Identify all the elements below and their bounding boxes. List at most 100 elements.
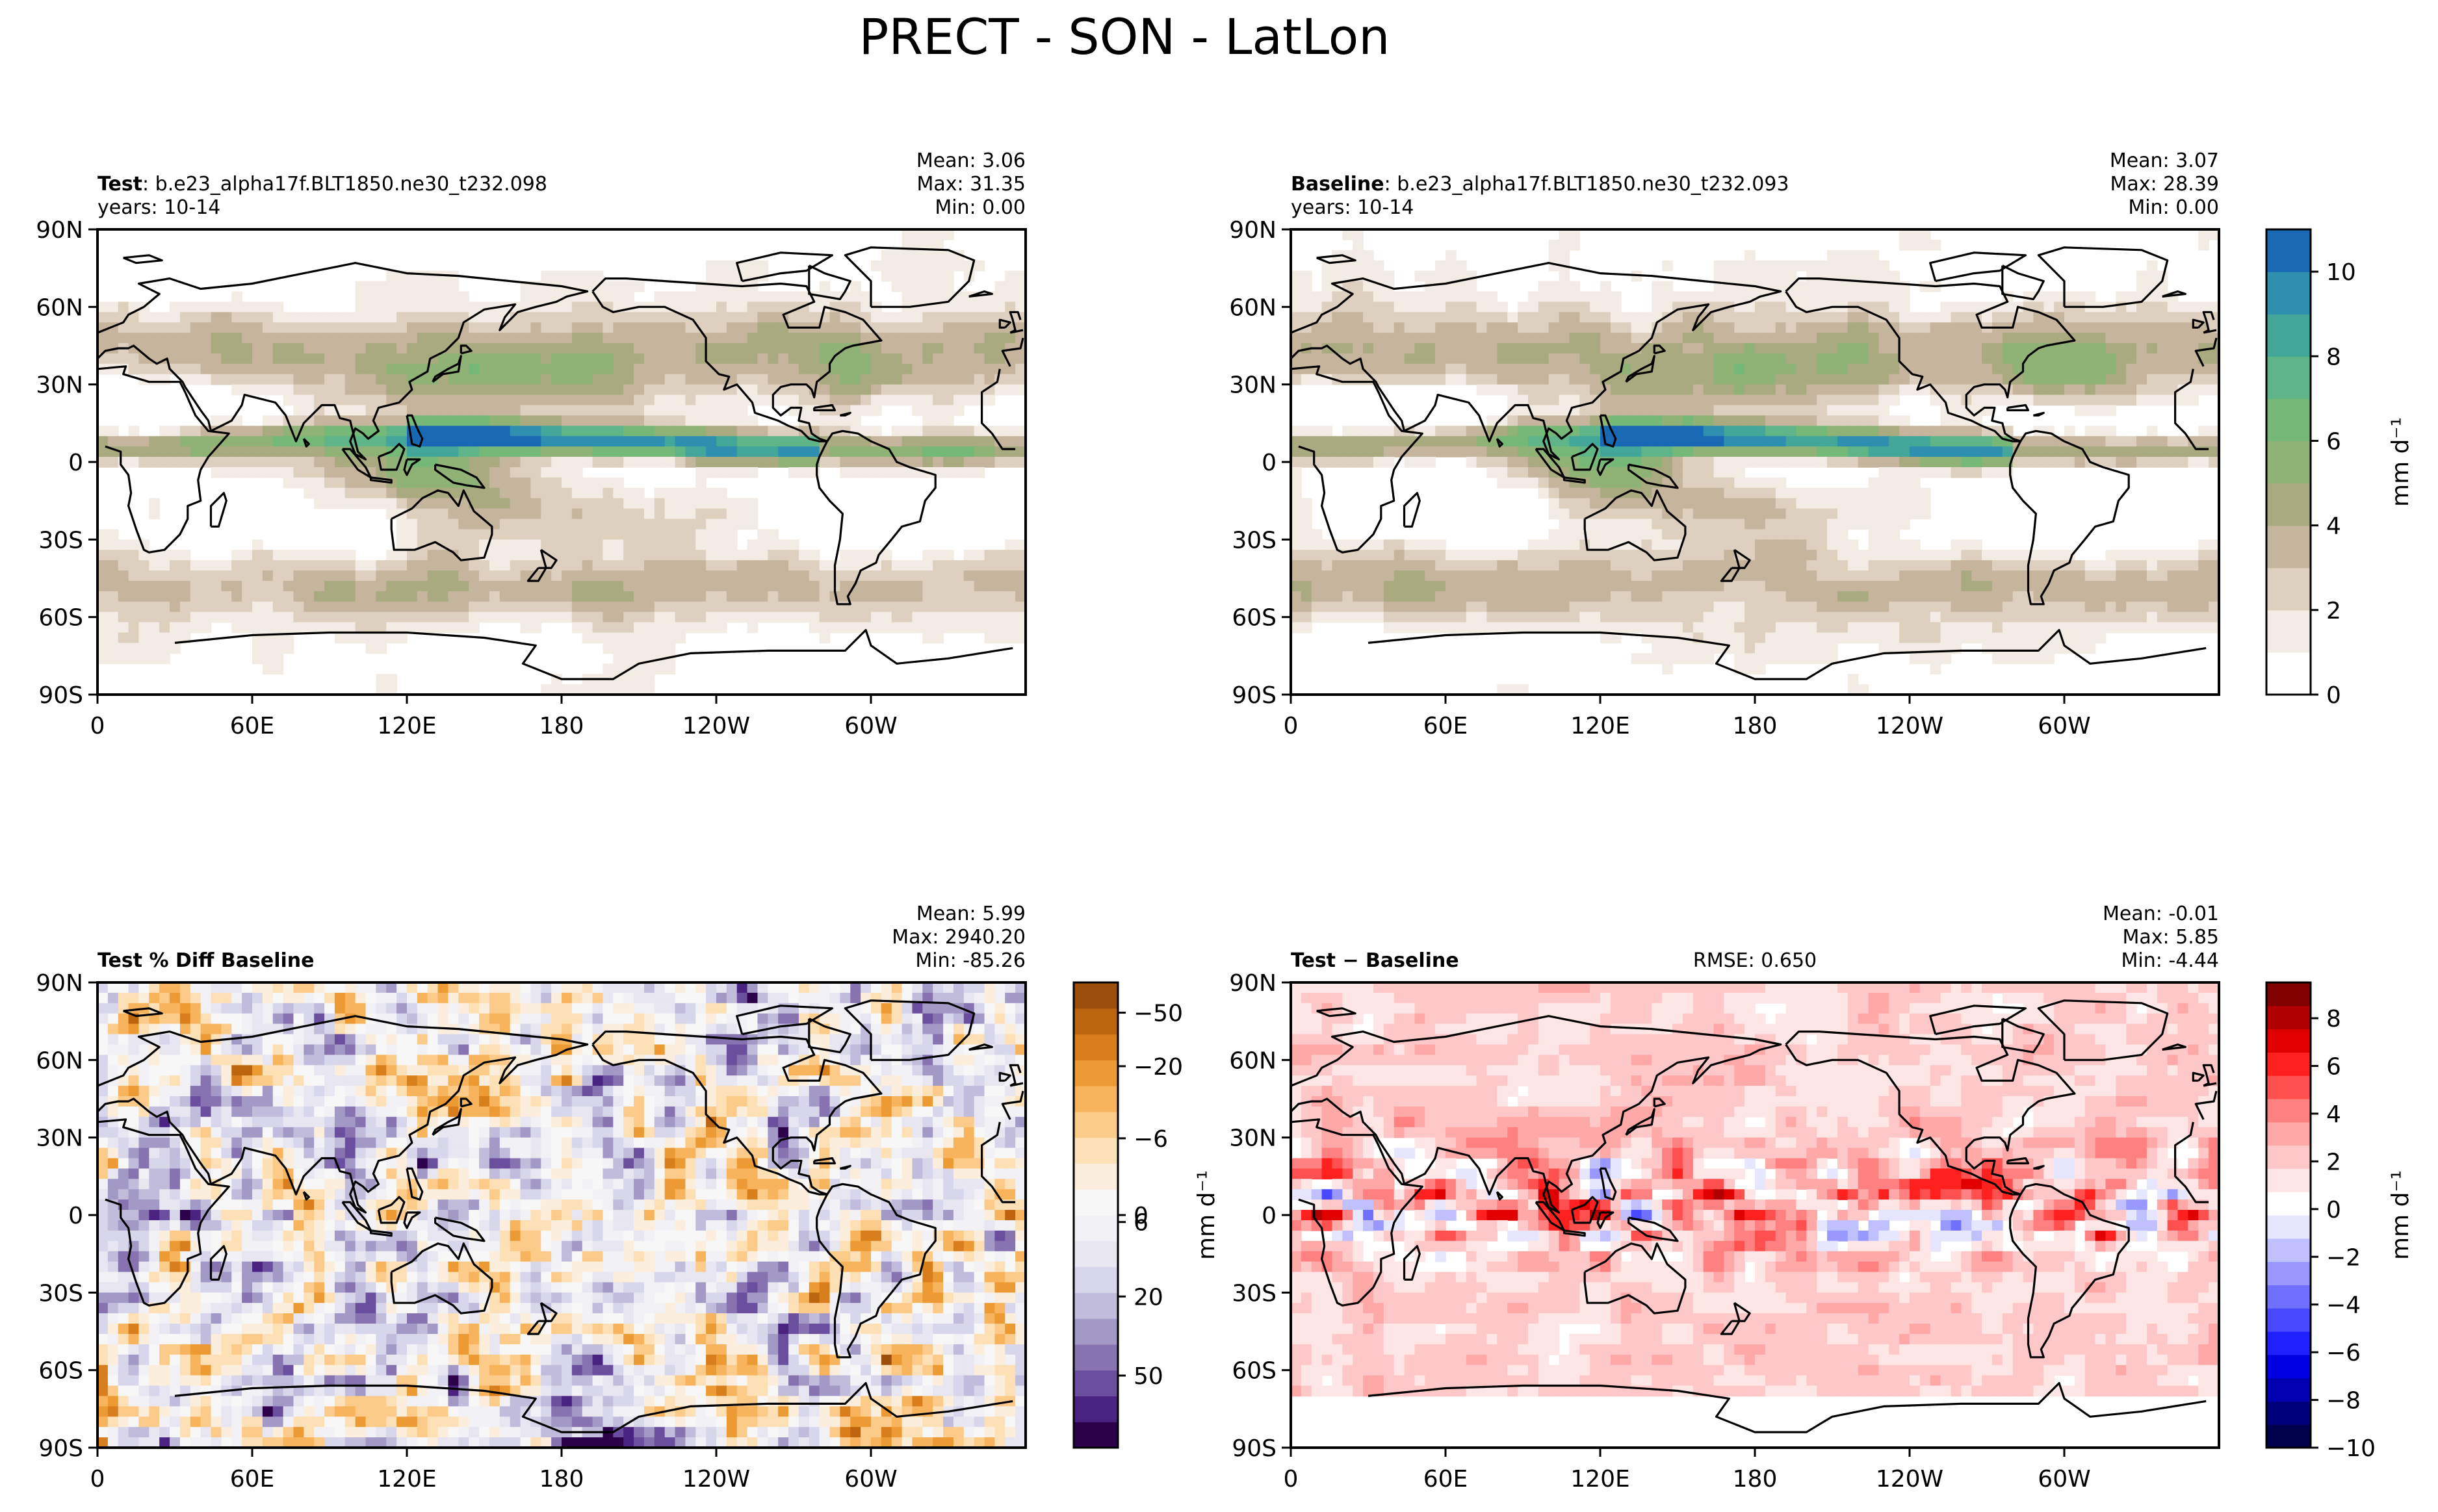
map-field-baseline	[1291, 229, 2219, 695]
stat-min-test: Min: 0.00	[935, 196, 1026, 219]
colorbar-swatch	[2266, 1424, 2311, 1448]
colorbar-swatch	[2266, 1168, 2311, 1192]
colorbar-swatch	[1074, 1008, 1118, 1035]
coastlines-diff	[1291, 999, 2218, 1433]
stat-max-diff: Max: 5.85	[2123, 926, 2219, 949]
land-outline	[434, 1216, 486, 1242]
land-outline	[808, 1018, 851, 1053]
stat-max-baseline: Max: 28.39	[2110, 173, 2219, 196]
land-outline	[174, 629, 1013, 680]
colorbar-swatch	[1074, 1266, 1118, 1293]
land-outline	[526, 1320, 547, 1335]
x-tick-label: 0	[90, 1466, 105, 1493]
land-outline	[390, 1242, 493, 1314]
land-outline	[1009, 1064, 1024, 1087]
map-field-test	[97, 229, 1026, 695]
colorbar-swatch	[2266, 609, 2311, 653]
colorbar-tick-label: 2	[2326, 598, 2341, 624]
land-outline	[1596, 1211, 1615, 1229]
land-outline	[1368, 629, 2207, 680]
colorbar-swatch	[1074, 1034, 1118, 1060]
land-outline	[816, 429, 937, 606]
colorbar-swatch	[1074, 1111, 1118, 1138]
land-outline	[2162, 290, 2186, 298]
land-outline	[808, 264, 851, 300]
colorbar-swatch	[2266, 1308, 2311, 1332]
y-tick-label: 0	[68, 1203, 83, 1229]
land-outline	[1009, 311, 1024, 334]
colorbar-swatch	[1074, 1318, 1118, 1345]
land-outline	[1291, 1015, 2218, 1214]
land-outline	[174, 1382, 1013, 1433]
x-tick-label: 60W	[2038, 1466, 2090, 1493]
colorbar-swatch	[2266, 1331, 2311, 1355]
land-outline	[840, 411, 851, 416]
land-outline	[390, 489, 493, 561]
land-outline	[813, 1157, 836, 1164]
x-tick-label: 120E	[1570, 713, 1629, 739]
land-outline	[2192, 318, 2205, 329]
y-tick-label: 0	[68, 450, 83, 476]
colorbar-swatch	[2266, 441, 2311, 484]
land-outline	[1929, 251, 2027, 283]
colorbar-tick-label: 0	[2326, 1197, 2341, 1224]
colorbar-tick-label: 6	[2326, 428, 2341, 455]
land-outline	[377, 1196, 406, 1224]
land-outline	[1368, 1382, 2207, 1433]
y-tick-label: 60S	[1232, 605, 1277, 632]
land-outline	[1291, 262, 2218, 461]
y-tick-label: 60S	[38, 605, 83, 632]
y-tick-label: 30N	[36, 1125, 83, 1152]
y-tick-label: 60N	[36, 1047, 83, 1074]
land-outline	[406, 1167, 424, 1201]
land-outline	[1535, 448, 1566, 479]
land-outline	[209, 492, 227, 528]
x-tick-label: 60W	[2038, 713, 2090, 739]
y-tick-label: 0	[1262, 450, 1277, 476]
land-outline	[2033, 1164, 2045, 1170]
land-outline	[844, 999, 976, 1061]
x-tick-label: 120E	[377, 1466, 436, 1493]
land-outline	[1583, 489, 1687, 561]
land-outline	[1627, 463, 1679, 489]
y-tick-label: 30N	[1229, 372, 1277, 399]
colorbar-swatch	[1074, 1240, 1118, 1268]
panel-title-pctdiff: Test % Diff Baseline	[97, 949, 315, 972]
land-outline	[2033, 411, 2045, 416]
land-outline	[968, 1043, 993, 1051]
land-outline	[1625, 355, 1655, 383]
colorbar-swatch	[2266, 1145, 2311, 1169]
land-outline	[1653, 1097, 1666, 1108]
rmse-label: RMSE: 0.650	[1693, 949, 1817, 972]
y-tick-label: 90N	[1229, 217, 1277, 244]
x-tick-label: 120W	[682, 713, 750, 739]
colorbar-swatch	[2266, 483, 2311, 526]
land-outline	[1627, 1216, 1679, 1242]
land-outline	[816, 1183, 937, 1359]
colorbar-tick-label: −8	[2326, 1388, 2361, 1415]
panel-diff: 0 60E 120E 180 120W 60W 90N 60N 30N 0 30S 60S 90S Tes…	[1193, 903, 2220, 1493]
coastlines-baseline	[1291, 246, 2218, 680]
stat-min-baseline: Min: 0.00	[2128, 196, 2219, 219]
land-outline	[2009, 1183, 2130, 1359]
y-tick-label: 90N	[36, 217, 83, 244]
land-outline	[2006, 404, 2030, 411]
y-tick-label: 90N	[36, 970, 83, 997]
x-tick-label: 60E	[1423, 713, 1468, 739]
land-outline	[998, 1071, 1011, 1082]
land-outline	[1929, 1005, 2027, 1036]
colorbar-tick-label: 2	[2326, 1149, 2341, 1175]
land-outline	[123, 254, 163, 264]
stat-max-test: Max: 31.35	[916, 173, 1026, 196]
land-outline	[736, 251, 834, 283]
colorbar-swatch	[2266, 1029, 2311, 1053]
y-tick-label: 60N	[36, 294, 83, 321]
colorbar-swatch	[2266, 982, 2311, 1006]
y-tick-label: 30N	[36, 372, 83, 399]
colorbar-tick-label: 8	[2326, 344, 2341, 370]
stat-mean-test: Mean: 3.06	[916, 149, 1026, 172]
colorbar-tick-label: −6	[1134, 1126, 1168, 1153]
land-outline	[1291, 365, 2209, 554]
x-tick-label: 120E	[1570, 1466, 1629, 1493]
stat-mean-baseline: Mean: 3.07	[2110, 149, 2219, 172]
